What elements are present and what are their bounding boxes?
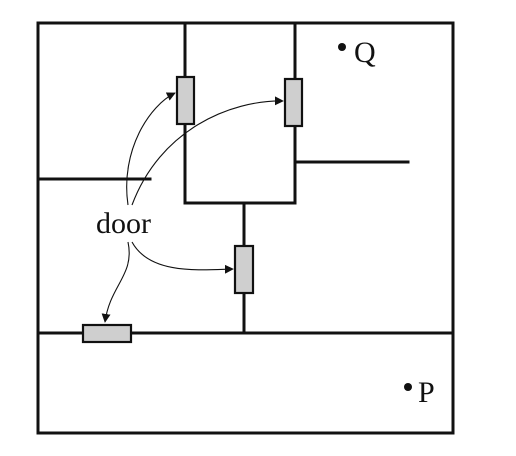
point-q-marker [338,43,346,51]
point-p-label: P [418,376,435,409]
door-label: door [96,207,151,240]
point-q-label: Q [354,36,376,69]
arrow-to-door-central-right [131,96,284,206]
outer-wall [36,21,455,435]
arrow-to-door-lower-divider [131,241,234,274]
arrow-to-door-central-left [126,92,176,206]
arrow-to-door-corridor [101,241,130,323]
door-lower-divider [233,244,255,295]
door-corridor [81,323,133,344]
door-central-left [175,75,196,126]
point-p-marker [404,383,412,391]
door-central-right [283,77,304,128]
